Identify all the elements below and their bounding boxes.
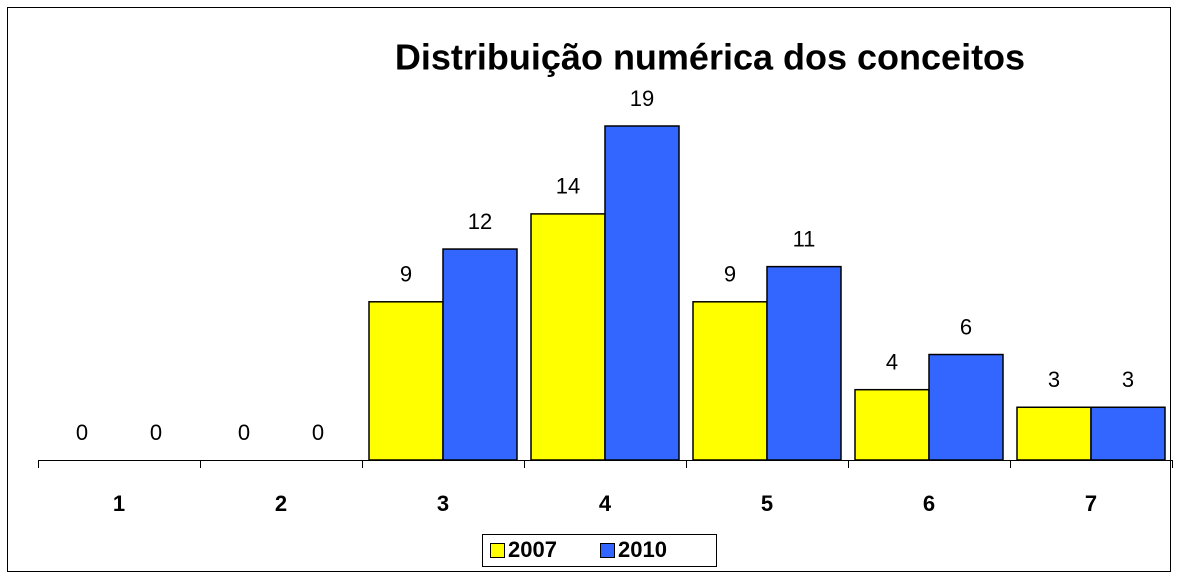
value-label: 14: [556, 174, 580, 199]
legend-box: [482, 534, 717, 567]
value-label: 19: [630, 86, 654, 111]
bar: [928, 353, 1004, 461]
value-label: 0: [238, 420, 250, 445]
value-label: 3: [1048, 367, 1060, 392]
value-label: 9: [724, 262, 736, 287]
x-tick-label: 3: [437, 491, 449, 516]
bar: [604, 125, 680, 461]
value-label: 0: [76, 420, 88, 445]
legend-label: 2010: [618, 537, 667, 562]
chart-title: Distribuição numérica dos conceitos: [395, 37, 1025, 78]
legend-swatch: [600, 543, 615, 558]
x-tick-label: 2: [275, 491, 287, 516]
value-label: 6: [960, 314, 972, 339]
legend-swatch: [490, 543, 505, 558]
value-label: 0: [312, 420, 324, 445]
x-tick-label: 5: [761, 491, 773, 516]
bar: [530, 213, 606, 461]
x-tick-label: 1: [113, 491, 125, 516]
bar: [692, 301, 768, 461]
value-label: 12: [468, 209, 492, 234]
bar: [368, 301, 444, 461]
legend-label: 2007: [508, 537, 557, 562]
value-label: 0: [150, 420, 162, 445]
x-tick-label: 4: [599, 491, 612, 516]
bar: [766, 265, 842, 461]
bar: [1016, 406, 1092, 461]
bar: [1090, 406, 1166, 461]
x-tick-label: 6: [923, 491, 935, 516]
value-label: 4: [886, 349, 898, 374]
bar: [854, 388, 930, 461]
bar: [442, 248, 518, 461]
value-label: 11: [793, 226, 816, 251]
x-tick-label: 7: [1085, 491, 1097, 516]
value-label: 3: [1122, 367, 1134, 392]
value-label: 9: [400, 262, 412, 287]
